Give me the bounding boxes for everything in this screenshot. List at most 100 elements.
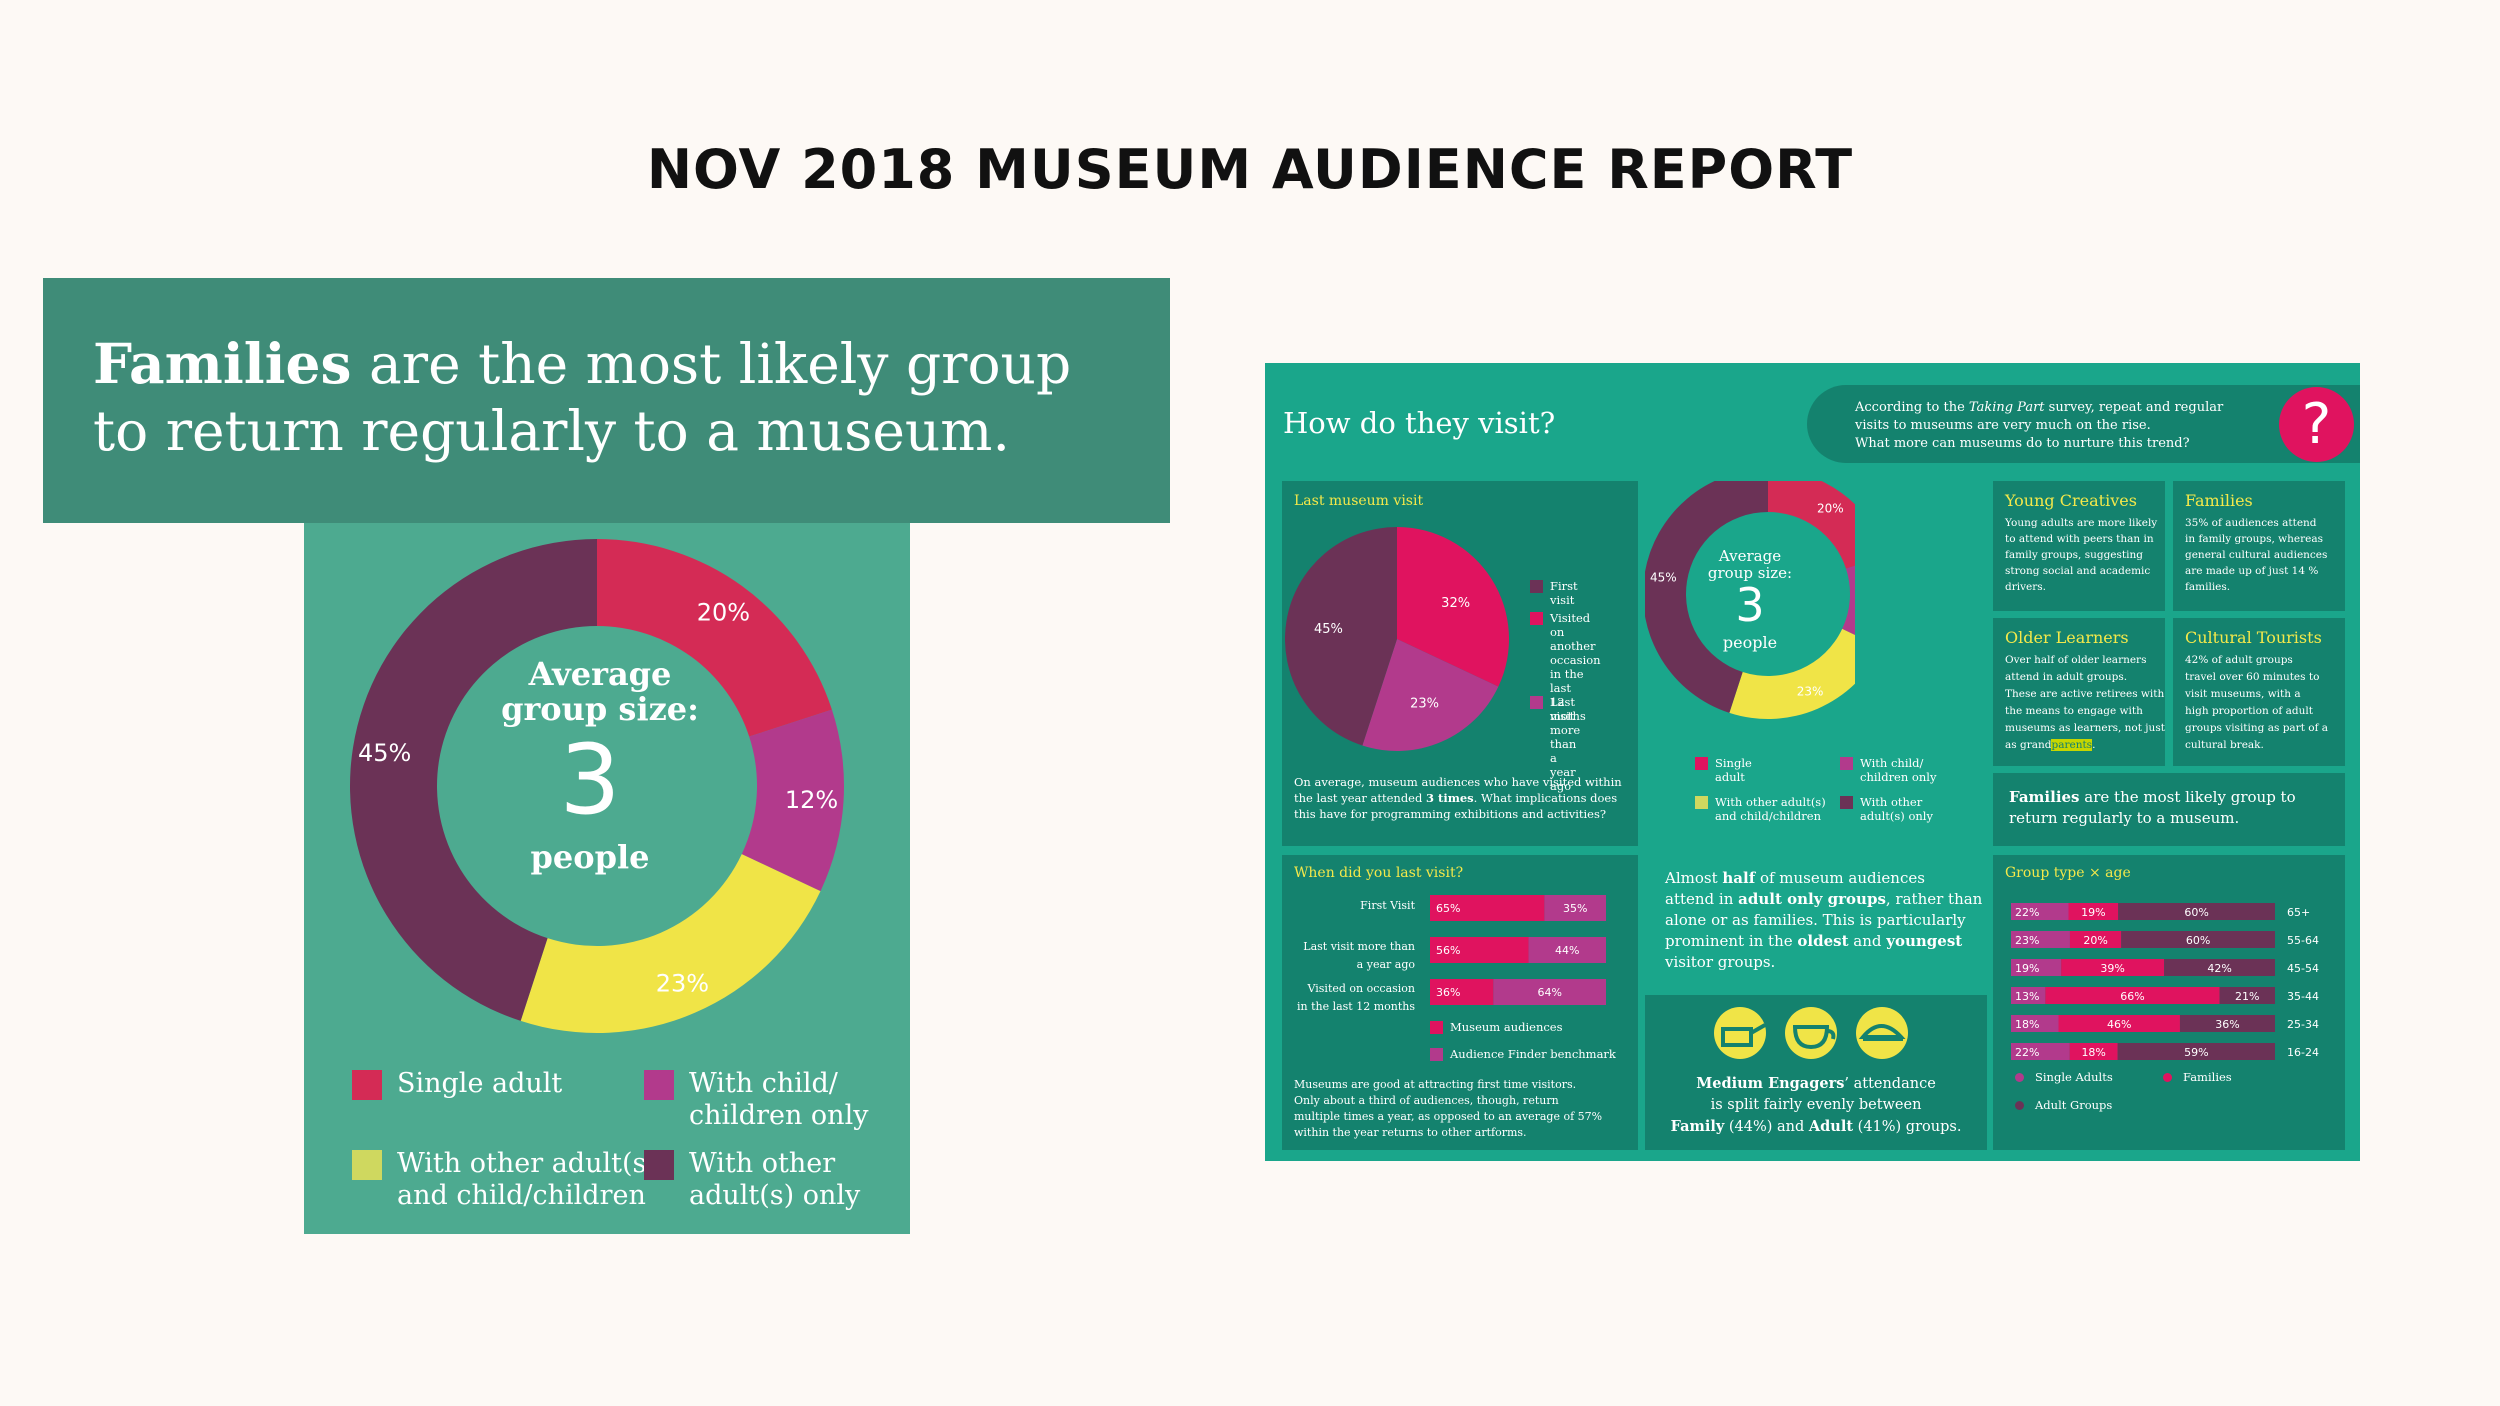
ga-bar-0 xyxy=(2011,1015,2059,1032)
legend-swatch xyxy=(2015,1101,2024,1110)
legend-swatch xyxy=(1530,612,1543,625)
mini-donut-slice-3 xyxy=(1645,481,1768,713)
donut-center-line1: Average xyxy=(528,655,672,693)
group-size-label-3: 45% xyxy=(358,739,411,767)
when-visit-bars: 65% 35% 56% 44% 36% 64% xyxy=(1430,895,1606,1005)
last-visit-pie: 32% 23% 45% xyxy=(1284,527,1509,751)
last-visit-title: Last museum visit xyxy=(1294,493,1424,509)
legend-label: With other adult(s) xyxy=(397,1148,657,1179)
legend-swatch xyxy=(1530,580,1543,593)
ga-bar-label: 46% xyxy=(2107,1018,2131,1031)
mini-donut-slice-0 xyxy=(1768,481,1855,569)
ga-bar-label: 36% xyxy=(2215,1018,2239,1031)
wv-bar-museum xyxy=(1430,979,1494,1005)
ga-bar-label: 60% xyxy=(2184,906,2208,919)
mini-donut: 20%12%23%45% Average group size: 3 peopl… xyxy=(1645,481,1855,719)
legend-swatch xyxy=(1840,757,1853,770)
wv-label-benchmark: 64% xyxy=(1537,986,1561,999)
banner-line2: visits to museums are very much on the r… xyxy=(1855,418,2151,433)
wv-bar-benchmark xyxy=(1493,979,1606,1005)
segment-families: Families 35% of audiences attend in famil… xyxy=(2173,481,2345,611)
page-title: NOV 2018 MUSEUM AUDIENCE REPORT xyxy=(646,138,1854,201)
ga-bar-2 xyxy=(2164,959,2275,976)
watering-can-icon xyxy=(1714,1007,1766,1059)
cap-icon xyxy=(1856,1007,1908,1059)
legend-swatch xyxy=(2015,1073,2024,1082)
ga-bar-2 xyxy=(2219,987,2275,1004)
legend-label: adult(s) only xyxy=(689,1180,861,1211)
legend-swatch xyxy=(352,1070,382,1100)
legend-label: With child/ xyxy=(689,1068,838,1099)
legend-swatch xyxy=(1530,696,1543,709)
legend-swatch xyxy=(352,1150,382,1180)
ga-bar-label: 22% xyxy=(2015,1046,2039,1059)
last-visit-label-1: 32% xyxy=(1441,596,1470,611)
banner-line1: According to the Taking Part survey, rep… xyxy=(1855,400,2224,415)
ga-bar-2 xyxy=(2117,1043,2275,1060)
ga-bar-1 xyxy=(2069,1043,2118,1060)
group-size-label-2: 23% xyxy=(656,970,709,998)
families-return-box: Families are the most likely group to ret… xyxy=(1993,773,2345,846)
question-mark-icon: ? xyxy=(2279,387,2354,462)
medium-engagers-text: Medium Engagers’ attendance is split fai… xyxy=(1670,1075,1962,1135)
segment-older-learners: Older Learners Over half of older learne… xyxy=(1993,618,2165,766)
ga-bar-0 xyxy=(2011,903,2069,920)
wv-bar-benchmark xyxy=(1544,895,1606,921)
ga-bar-label: 60% xyxy=(2186,934,2210,947)
legend-label: children only xyxy=(689,1100,869,1131)
ga-age-label: 55-64 xyxy=(2287,934,2319,947)
legend-label: and child/children xyxy=(397,1180,646,1211)
svg-text:group size:: group size: xyxy=(1708,564,1792,582)
group-size-label-1: 12% xyxy=(785,786,838,814)
headline-rest: are the most likely group to return regu… xyxy=(93,332,1072,463)
group-size-slice-2 xyxy=(520,854,821,1033)
ga-bar-2 xyxy=(2121,931,2275,948)
segment-cultural-tourists: Cultural Tourists 42% of adult groups tra… xyxy=(2173,618,2345,766)
wv-label-museum: 36% xyxy=(1436,986,1460,999)
group-size-chart-panel: 20% 12% 23% 45% Average group size: 3 peopl… xyxy=(304,523,910,1234)
ga-bar-label: 21% xyxy=(2235,990,2259,1003)
ga-bar-label: 18% xyxy=(2015,1018,2039,1031)
svg-text:Average: Average xyxy=(1718,547,1781,565)
ga-bar-label: 22% xyxy=(2015,906,2039,919)
ga-bar-label: 23% xyxy=(2015,934,2039,947)
legend-label: With other xyxy=(689,1148,836,1179)
almost-half-text: Almost half of museum audiences attend i… xyxy=(1665,869,1983,971)
legend-swatch xyxy=(1695,796,1708,809)
mini-donut-slice-1 xyxy=(1842,565,1855,635)
last-visit-label-0: 45% xyxy=(1314,622,1343,637)
ga-bar-1 xyxy=(2061,959,2165,976)
legend-swatch xyxy=(1430,1021,1443,1034)
last-visit-card: Last museum visit 32% 23% 45% First visit … xyxy=(1282,481,1638,846)
teapot-icon xyxy=(1785,1007,1837,1059)
headline-bold: Families xyxy=(93,331,352,396)
svg-text:people: people xyxy=(1723,633,1777,652)
when-visit-card: When did you last visit? First Visit Las… xyxy=(1282,855,1638,1150)
group-size-slice-1 xyxy=(741,709,844,892)
last-visit-slice-0 xyxy=(1284,527,1397,746)
last-visit-note: On average, museum audiences who have vi… xyxy=(1294,775,1622,821)
group-size-donut: 20% 12% 23% 45% Average group size: 3 peopl… xyxy=(350,539,844,1033)
mini-donut-label-3: 45% xyxy=(1650,571,1677,585)
ga-bar-label: 42% xyxy=(2207,962,2231,975)
ga-bar-1 xyxy=(2069,931,2122,948)
ga-bar-label: 66% xyxy=(2120,990,2144,1003)
mini-donut-slice-2 xyxy=(1729,628,1855,719)
last-visit-slice-1 xyxy=(1397,527,1509,687)
ga-bar-label: 59% xyxy=(2184,1046,2208,1059)
legend-swatch xyxy=(2163,1073,2172,1082)
ga-bar-2 xyxy=(2118,903,2275,920)
group-age-bars: 22% 19% 60% 65+ 23% 20% 60% 55-64 19% 39% 42% 45-54… xyxy=(2011,903,2319,1060)
wv-label-museum: 65% xyxy=(1436,902,1460,915)
group-icons xyxy=(1714,1007,1908,1059)
legend-swatch xyxy=(1840,796,1853,809)
medium-engagers-card: Medium Engagers’ attendance is split fai… xyxy=(1645,995,1987,1150)
svg-text:3: 3 xyxy=(1735,578,1764,632)
infographic: How do they visit? According to the Taki… xyxy=(1265,363,2360,1161)
ga-bar-1 xyxy=(2068,903,2119,920)
left-headline: Families are the most likely group to re… xyxy=(43,278,1170,523)
wv-label-museum: 56% xyxy=(1436,944,1460,957)
legend-swatch xyxy=(1695,757,1708,770)
legend-label: Single adult xyxy=(397,1068,563,1099)
legend-swatch xyxy=(644,1150,674,1180)
